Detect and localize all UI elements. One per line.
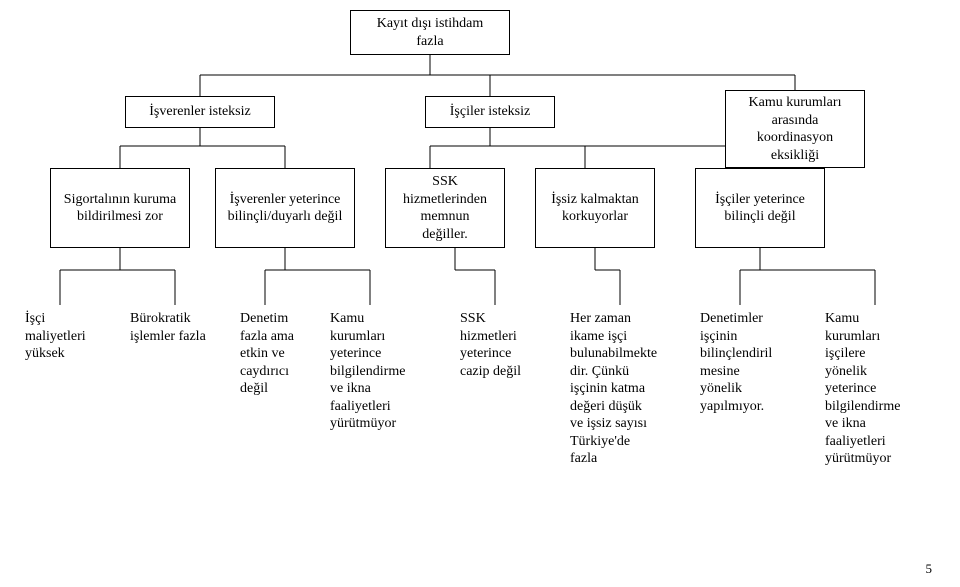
node-label: İşverenler yeterincebilinçli/duyarlı değ… [228, 191, 343, 226]
tree-node-l2-1: İşverenler yeterincebilinçli/duyarlı değ… [215, 168, 355, 248]
tree-node-l2-3: İşsiz kalmaktankorkuyorlar [535, 168, 655, 248]
leaf-label: İşçimaliyetleriyüksek [25, 311, 86, 361]
node-label: Kamu kurumlarıarasındakoordinasyoneksikl… [749, 94, 842, 164]
tree-leaf-6: Denetimlerişçininbilinçlendirilmesineyön… [700, 310, 810, 415]
tree-node-l2-0: Sigortalının kurumabildirilmesi zor [50, 168, 190, 248]
leaf-label: Kamukurumlarıişçilereyönelikyeterincebil… [825, 311, 900, 466]
node-label: İşsiz kalmaktankorkuyorlar [551, 191, 638, 226]
tree-leaf-7: Kamukurumlarıişçilereyönelikyeterincebil… [825, 310, 940, 468]
tree-node-l1-1: İşçiler isteksiz [425, 96, 555, 128]
tree-node-l1-2: Kamu kurumlarıarasındakoordinasyoneksikl… [725, 90, 865, 168]
node-label: Sigortalının kurumabildirilmesi zor [64, 191, 176, 226]
leaf-label: SSKhizmetleriyeterincecazip değil [460, 311, 521, 379]
leaf-label: Denetimlerişçininbilinçlendirilmesineyön… [700, 311, 772, 414]
page-number: 5 [926, 561, 933, 577]
tree-node-l2-2: SSKhizmetlerindenmemnundeğiller. [385, 168, 505, 248]
tree-leaf-4: SSKhizmetleriyeterincecazip değil [460, 310, 555, 380]
node-label: İşçiler yeterincebilinçli değil [715, 191, 805, 226]
node-label: Kayıt dışı istihdamfazla [377, 15, 484, 50]
tree-leaf-1: Bürokratikişlemler fazla [130, 310, 230, 345]
tree-node-l2-4: İşçiler yeterincebilinçli değil [695, 168, 825, 248]
leaf-label: Bürokratikişlemler fazla [130, 311, 206, 344]
tree-root: Kayıt dışı istihdamfazla [350, 10, 510, 55]
leaf-label: Denetimfazla amaetkin vecaydırıcıdeğil [240, 311, 294, 396]
diagram-edges [0, 0, 960, 587]
tree-leaf-2: Denetimfazla amaetkin vecaydırıcıdeğil [240, 310, 320, 398]
tree-leaf-5: Her zamanikame işçibulunabilmektedir. Çü… [570, 310, 685, 468]
leaf-label: Kamukurumlarıyeterincebilgilendirmeve ik… [330, 311, 405, 431]
leaf-label: Her zamanikame işçibulunabilmektedir. Çü… [570, 311, 657, 466]
tree-leaf-0: İşçimaliyetleriyüksek [25, 310, 115, 363]
node-label: İşverenler isteksiz [149, 103, 250, 121]
tree-node-l1-0: İşverenler isteksiz [125, 96, 275, 128]
node-label: SSKhizmetlerindenmemnundeğiller. [403, 173, 487, 243]
tree-leaf-3: Kamukurumlarıyeterincebilgilendirmeve ik… [330, 310, 440, 433]
node-label: İşçiler isteksiz [450, 103, 530, 121]
